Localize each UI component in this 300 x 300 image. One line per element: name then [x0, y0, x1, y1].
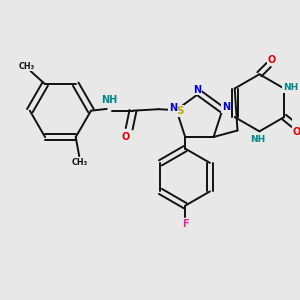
Text: O: O [293, 127, 300, 137]
Text: NH: NH [250, 135, 266, 144]
Text: CH₃: CH₃ [19, 61, 35, 70]
Text: O: O [268, 55, 276, 65]
Text: N: N [169, 103, 177, 113]
Text: NH: NH [283, 83, 298, 92]
Text: N: N [193, 85, 201, 95]
Text: N: N [222, 102, 230, 112]
Text: F: F [182, 219, 188, 229]
Text: NH: NH [101, 95, 117, 105]
Text: O: O [121, 132, 130, 142]
Text: CH₃: CH₃ [72, 158, 88, 167]
Text: S: S [176, 106, 183, 116]
